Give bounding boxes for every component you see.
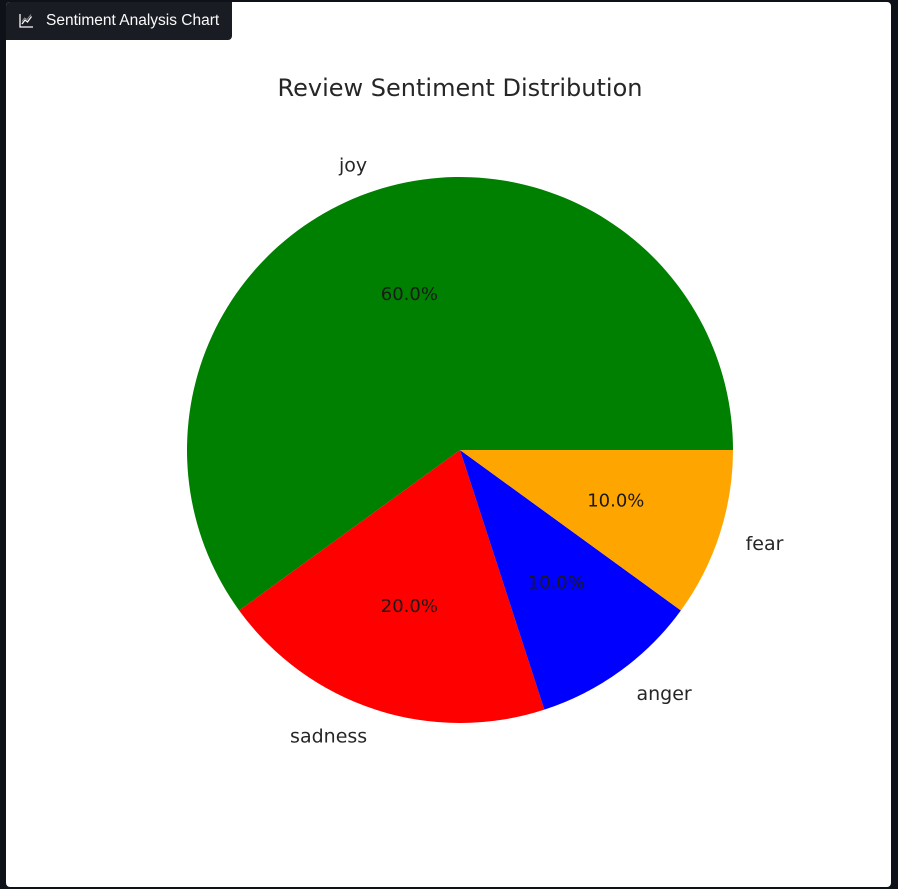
pie-slice-sadness bbox=[239, 450, 545, 723]
category-label-anger: anger bbox=[637, 683, 692, 705]
chart-line-icon bbox=[18, 13, 34, 29]
chart-title: Review Sentiment Distribution bbox=[278, 74, 643, 102]
chart-tab-title: Sentiment Analysis Chart bbox=[46, 12, 220, 29]
percent-label-anger: 10.0% bbox=[528, 573, 585, 594]
pie-slice-anger bbox=[460, 450, 681, 710]
percent-label-joy: 60.0% bbox=[381, 284, 438, 305]
percent-label-sadness: 20.0% bbox=[381, 596, 438, 617]
category-label-sadness: sadness bbox=[290, 726, 367, 748]
category-label-joy: joy bbox=[338, 154, 367, 176]
pie-slice-fear bbox=[460, 450, 733, 611]
chart-tab[interactable]: Sentiment Analysis Chart bbox=[6, 2, 233, 40]
pie-slice-joy bbox=[186, 177, 733, 611]
percent-labels: 60.0% 20.0% 10.0% 10.0% bbox=[381, 284, 645, 617]
pie-slices bbox=[186, 177, 733, 723]
percent-label-fear: 10.0% bbox=[587, 491, 644, 512]
category-labels: joy sadness anger fear bbox=[290, 154, 784, 747]
category-label-fear: fear bbox=[746, 533, 784, 555]
